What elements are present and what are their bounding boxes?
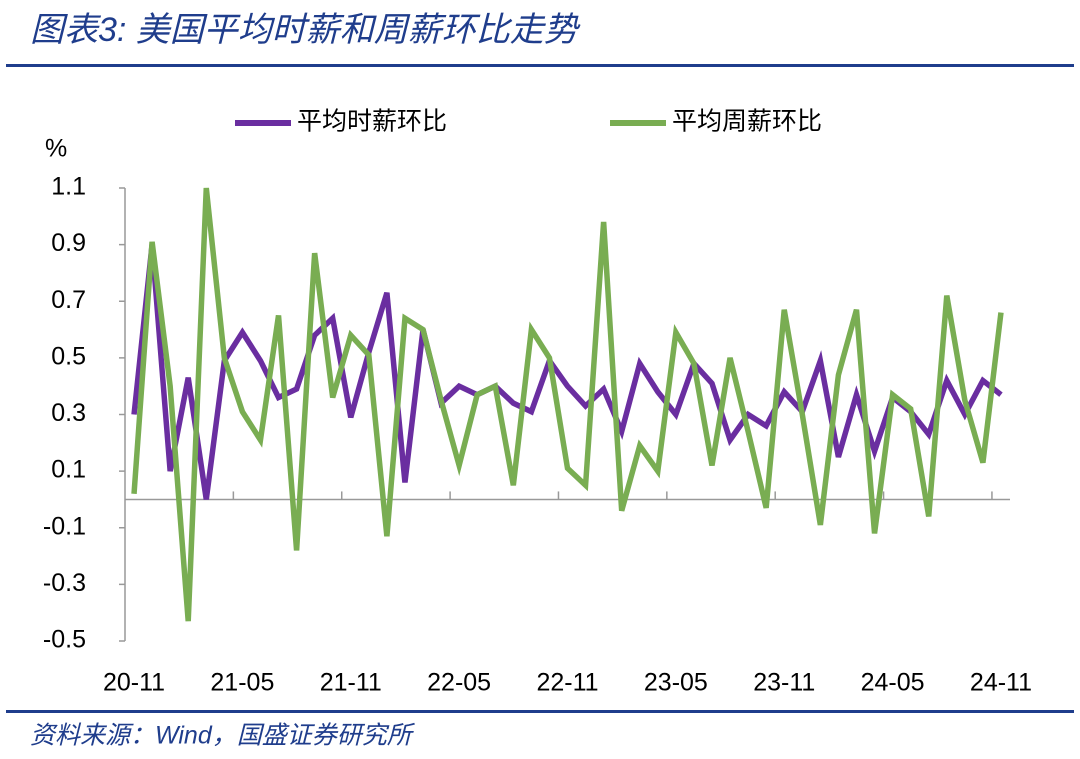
y-tick-label: -0.1 [43,512,86,540]
series-line [131,187,1004,622]
y-tick-label: -0.5 [43,626,86,654]
x-tick-label: 22-11 [536,669,598,697]
y-tick-label: 0.9 [51,229,86,257]
x-tick-label: 20-11 [103,669,165,697]
y-axis-unit: % [45,135,67,163]
footer-rule [6,710,1074,713]
x-tick-label: 21-11 [320,669,382,697]
source-note: 资料来源：Wind，国盛证券研究所 [30,722,416,750]
y-tick-label: 0.3 [51,399,86,427]
y-tick-label: -0.3 [43,569,86,597]
legend-label: 平均周薪环比 [672,108,822,136]
y-tick-label: 0.7 [51,286,86,314]
legend-label: 平均时薪环比 [297,108,447,136]
y-tick-label: 0.5 [51,342,86,370]
x-tick-label: 23-05 [644,669,708,697]
x-tick-label: 24-05 [861,669,925,697]
y-tick-label: 1.1 [51,173,86,201]
y-tick-label: 0.1 [51,456,86,484]
x-tick-label: 23-11 [753,669,815,697]
series-line [131,244,1003,500]
header-rule [6,64,1074,67]
x-tick-label: 24-11 [970,669,1032,697]
x-tick-label: 21-05 [210,669,274,697]
x-tick-label: 22-05 [427,669,491,697]
chart-title: 图表3: 美国平均时薪和周薪环比走势 [30,11,581,49]
